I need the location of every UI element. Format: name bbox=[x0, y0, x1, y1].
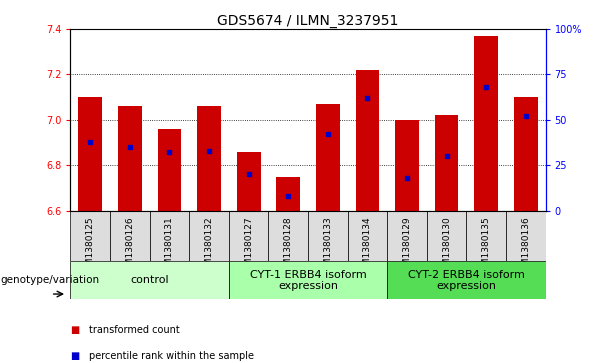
Text: CYT-1 ERBB4 isoform
expression: CYT-1 ERBB4 isoform expression bbox=[249, 270, 367, 291]
Bar bbox=[427, 211, 466, 261]
Bar bbox=[395, 120, 419, 211]
Bar bbox=[387, 211, 427, 261]
Text: GSM1380132: GSM1380132 bbox=[205, 217, 213, 277]
Bar bbox=[268, 211, 308, 261]
Text: GSM1380133: GSM1380133 bbox=[323, 217, 332, 277]
Text: transformed count: transformed count bbox=[89, 325, 180, 335]
Bar bbox=[158, 129, 181, 211]
Bar bbox=[435, 115, 459, 211]
Text: GSM1380130: GSM1380130 bbox=[442, 217, 451, 277]
Bar bbox=[229, 211, 268, 261]
Bar bbox=[387, 261, 546, 299]
Bar bbox=[506, 211, 546, 261]
Text: GSM1380128: GSM1380128 bbox=[284, 217, 293, 277]
Bar bbox=[118, 106, 142, 211]
Text: percentile rank within the sample: percentile rank within the sample bbox=[89, 351, 254, 361]
Bar bbox=[474, 36, 498, 211]
Bar bbox=[70, 261, 229, 299]
Bar bbox=[356, 70, 379, 211]
Text: GSM1380127: GSM1380127 bbox=[244, 217, 253, 277]
Bar bbox=[348, 211, 387, 261]
Text: GSM1380136: GSM1380136 bbox=[521, 217, 530, 277]
Text: GSM1380129: GSM1380129 bbox=[403, 217, 411, 277]
Bar bbox=[150, 211, 189, 261]
Bar bbox=[78, 97, 102, 211]
Text: GSM1380135: GSM1380135 bbox=[482, 217, 490, 277]
Bar bbox=[316, 104, 340, 211]
Bar bbox=[514, 97, 538, 211]
Text: GSM1380126: GSM1380126 bbox=[126, 217, 134, 277]
Text: GSM1380134: GSM1380134 bbox=[363, 217, 372, 277]
Bar bbox=[70, 211, 110, 261]
Bar bbox=[197, 106, 221, 211]
Bar bbox=[110, 211, 150, 261]
Bar bbox=[276, 176, 300, 211]
Bar bbox=[229, 261, 387, 299]
Text: ■: ■ bbox=[70, 325, 80, 335]
Bar bbox=[189, 211, 229, 261]
Text: ■: ■ bbox=[70, 351, 80, 361]
Text: CYT-2 ERBB4 isoform
expression: CYT-2 ERBB4 isoform expression bbox=[408, 270, 525, 291]
Title: GDS5674 / ILMN_3237951: GDS5674 / ILMN_3237951 bbox=[218, 14, 398, 28]
Text: genotype/variation: genotype/variation bbox=[1, 275, 100, 285]
Text: GSM1380131: GSM1380131 bbox=[165, 217, 174, 277]
Bar bbox=[466, 211, 506, 261]
Bar bbox=[237, 151, 261, 211]
Text: control: control bbox=[131, 276, 169, 285]
Text: GSM1380125: GSM1380125 bbox=[86, 217, 95, 277]
Bar bbox=[308, 211, 348, 261]
